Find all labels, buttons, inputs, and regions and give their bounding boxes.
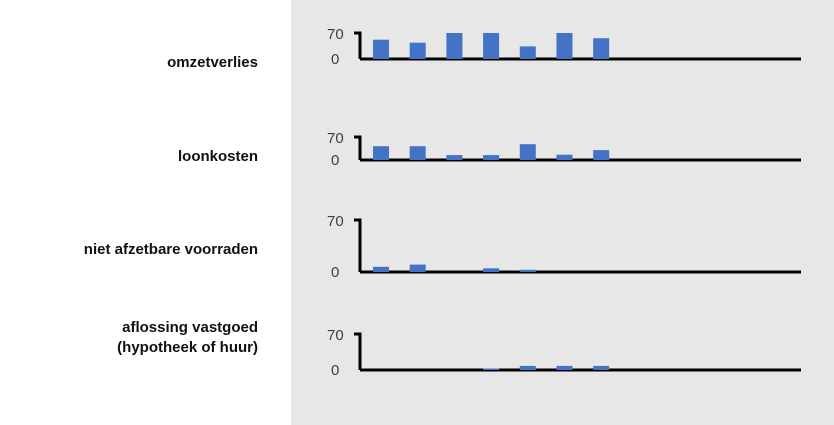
bar [519,46,536,59]
bar [556,33,573,59]
row-label: niet afzetbare voorraden [84,240,258,260]
row-label-line: (hypotheek of huur) [117,339,258,356]
row-label-line: loonkosten [177,148,258,165]
y-axis-line [354,332,362,370]
bar [556,154,573,160]
y-tick-label-zero: 0 [331,264,339,281]
chart-panel: 70 0 70 0 70 0 70 0 [291,0,834,425]
bar [446,33,463,59]
bar [373,39,389,59]
row-label: omzetverlies [167,53,258,73]
bar [373,266,389,272]
y-axis-line [354,218,362,272]
bar [593,150,610,160]
y-axis-line [354,31,362,59]
bar [483,155,500,160]
row-label-line: niet afzetbare voorraden [83,241,258,258]
bar [483,268,500,272]
bar [519,365,536,370]
y-tick-label-max: 70 [327,130,344,147]
bar [446,155,463,160]
y-tick-label-max: 70 [327,26,344,43]
y-tick-label-max: 70 [327,213,344,230]
bar [519,269,536,272]
bar-chart-grid: 70 0 70 0 70 0 70 0 [327,26,801,379]
row-label-line: omzetverlies [167,54,258,71]
bar [409,146,426,160]
y-tick-label-zero: 0 [331,152,339,169]
bar [519,144,536,160]
bar [483,368,500,370]
y-axis-line [354,135,362,160]
bar [593,365,610,370]
row-label-line: aflossing vastgoed [122,319,258,336]
bar [409,264,426,272]
bar [483,33,500,59]
y-tick-label-zero: 0 [331,51,339,68]
bar [373,146,389,160]
bar [409,42,426,59]
bar [593,38,610,59]
row-label: aflossing vastgoed (hypotheek of huur) [117,318,258,358]
y-tick-label-max: 70 [327,327,344,344]
bar [556,365,573,370]
row-label: loonkosten [178,147,258,167]
y-tick-label-zero: 0 [331,362,339,379]
